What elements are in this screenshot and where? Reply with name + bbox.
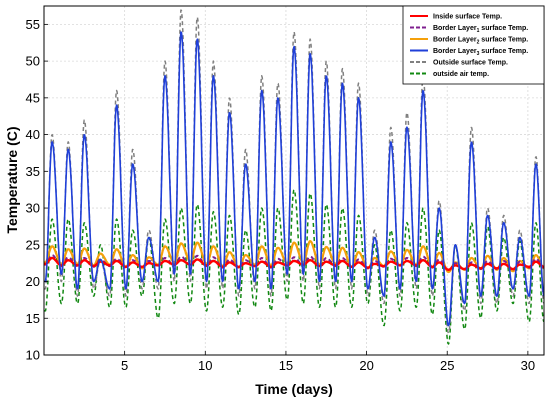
ticks: 5 10 15 20 25 30 10 15 20 25 30 35 40 45 50 55 (26, 17, 536, 373)
legend: Inside surface Temp. Border Layer1 surfac… (402, 5, 545, 85)
x-tick-label: 5 (121, 358, 128, 373)
y-tick-label: 15 (26, 311, 40, 326)
legend-label: Inside surface Temp. (433, 14, 502, 21)
legend-box (402, 5, 545, 85)
y-axis-title: Temperature (C) (4, 126, 20, 233)
series-line-5 (44, 189, 544, 345)
y-tick-label: 10 (26, 348, 40, 363)
y-tick-label: 40 (26, 127, 40, 142)
y-tick-label: 30 (26, 201, 40, 216)
series-layer (44, 9, 544, 345)
legend-label: outside air temp. (433, 71, 489, 78)
x-tick-label: 25 (440, 358, 454, 373)
y-tick-label: 55 (26, 17, 40, 32)
legend-items: Inside surface Temp. Border Layer1 surfac… (410, 14, 528, 78)
x-tick-label: 20 (359, 358, 373, 373)
x-tick-label: 30 (521, 358, 535, 373)
x-tick-label: 10 (198, 358, 212, 373)
y-tick-label: 20 (26, 274, 40, 289)
y-tick-label: 25 (26, 237, 40, 252)
legend-label: Outside surface Temp. (433, 60, 508, 67)
y-tick-label: 35 (26, 164, 40, 179)
legend-label: Border Layer1 surface Temp. (433, 25, 528, 34)
legend-label: Border Layer2 surface Temp. (433, 37, 528, 46)
x-tick-label: 15 (279, 358, 293, 373)
x-axis-title: Time (days) (255, 381, 333, 397)
series-line-3 (44, 31, 544, 327)
plot-frame (43, 5, 545, 356)
legend-label: Border Layer3 surface Temp. (433, 48, 528, 57)
y-tick-label: 50 (26, 54, 40, 69)
y-tick-label: 45 (26, 90, 40, 105)
